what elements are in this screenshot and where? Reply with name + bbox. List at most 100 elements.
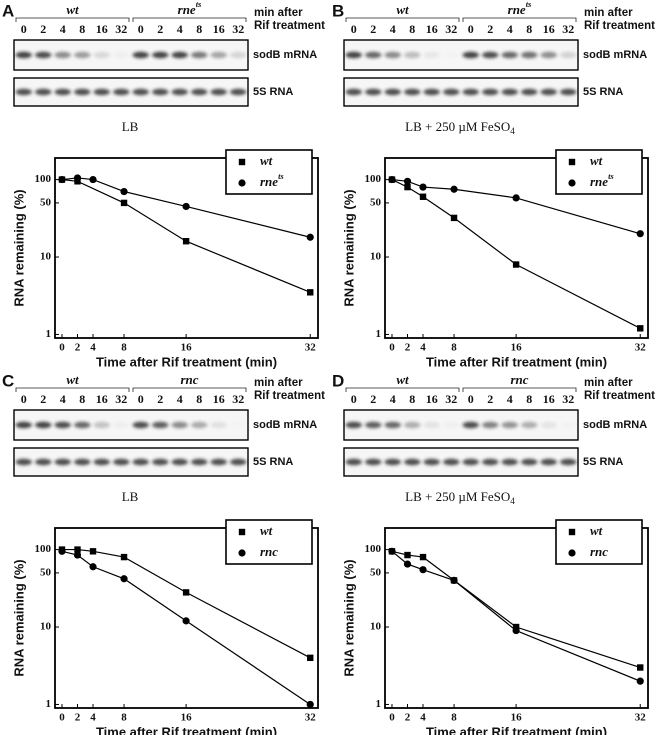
marker <box>512 261 520 268</box>
marker <box>512 626 520 635</box>
y-tick-label: 1 <box>46 328 52 340</box>
gel-band <box>230 51 247 59</box>
x-tick-label: 0 <box>59 342 65 354</box>
marker <box>637 664 644 671</box>
x-axis-label: Time after Rif treatment (min) <box>426 354 607 369</box>
gel-band <box>132 458 149 466</box>
marker <box>182 589 190 596</box>
y-tick-label: 50 <box>40 196 52 208</box>
gel-band <box>191 88 208 96</box>
legend-label-main: wt <box>260 153 273 168</box>
gel-row-label: sodB mRNA <box>253 49 317 61</box>
strain-bracket <box>132 387 247 392</box>
gel-band <box>423 51 440 59</box>
gel-band <box>443 52 459 58</box>
marker <box>636 677 644 685</box>
gel-image <box>343 447 579 477</box>
gel-band <box>443 88 460 96</box>
x-tick-label: 2 <box>405 712 411 724</box>
x-tick-label: 0 <box>389 712 395 724</box>
marker <box>120 575 128 583</box>
x-tick-label: 2 <box>75 342 81 354</box>
lane-label: 0 <box>468 392 474 406</box>
legend-label-main: wt <box>590 153 603 168</box>
marker <box>637 325 644 332</box>
gel-band <box>54 458 71 466</box>
x-tick-label: 32 <box>635 342 647 354</box>
lane-label: 16 <box>213 392 225 406</box>
gel-band <box>191 51 208 59</box>
gel-band <box>521 458 538 466</box>
condition-label-sub: 4 <box>510 496 515 506</box>
gel-band <box>35 458 52 466</box>
y-tick-label: 1 <box>376 328 382 340</box>
y-axis-label: RNA remaining (%) <box>11 559 26 676</box>
gel-band <box>152 51 169 59</box>
gel-band <box>365 421 382 429</box>
marker <box>58 175 66 184</box>
x-tick-label: 4 <box>90 342 96 354</box>
marker <box>73 174 82 182</box>
gel-band <box>191 458 208 466</box>
lane-label: 8 <box>79 22 85 36</box>
gel-band <box>230 88 247 96</box>
gel-note: min after <box>254 377 303 389</box>
gel-band <box>74 51 91 59</box>
marker <box>58 547 66 555</box>
gel-image <box>13 39 249 71</box>
series-line <box>391 550 641 669</box>
legend-label-main: wt <box>260 523 273 538</box>
legend-label-sup: ts <box>278 171 284 181</box>
gel-band <box>93 88 110 96</box>
y-tick-label: 100 <box>35 173 52 185</box>
gel-row-label: sodB mRNA <box>583 419 647 431</box>
marker <box>403 177 412 185</box>
gel-band <box>365 88 382 96</box>
lane-label: 2 <box>487 392 493 406</box>
strain-label-main: wt <box>66 372 79 387</box>
lane-label: 32 <box>115 392 127 406</box>
lane-label: 16 <box>426 22 438 36</box>
gel-band <box>210 88 227 96</box>
x-tick-label: 32 <box>305 712 317 724</box>
panel-label: C <box>2 371 14 390</box>
gel-band <box>423 458 440 466</box>
lane-label: 2 <box>40 392 46 406</box>
gel-band <box>501 51 518 59</box>
marker <box>182 202 190 211</box>
gel-band <box>384 421 401 429</box>
gel-band <box>210 458 227 466</box>
legend-label: rnets <box>590 171 614 189</box>
lane-label: 0 <box>138 392 144 406</box>
series-line <box>61 178 311 293</box>
lane-label: 2 <box>157 22 163 36</box>
marker <box>182 617 190 625</box>
strain-label-sup: ts <box>526 0 532 9</box>
marker <box>238 528 246 536</box>
gel-band <box>54 88 71 96</box>
marker <box>419 553 427 561</box>
gel-band <box>384 88 401 96</box>
lane-label: 16 <box>96 22 108 36</box>
marker <box>636 230 644 238</box>
gel-row-label: 5S RNA <box>583 86 623 98</box>
gel-row-label: 5S RNA <box>583 456 623 468</box>
gel-band <box>501 458 518 466</box>
gel-band <box>521 421 538 429</box>
marker <box>404 183 411 191</box>
marker <box>307 289 314 296</box>
lane-label: 2 <box>157 392 163 406</box>
x-tick-label: 4 <box>420 712 426 724</box>
legend-label: wt <box>590 153 603 168</box>
legend-box <box>555 149 643 195</box>
marker <box>388 175 396 184</box>
gel-band <box>560 88 577 96</box>
panel-label: B <box>332 1 344 20</box>
y-axis-label: RNA remaining (%) <box>11 189 26 306</box>
lane-label: 32 <box>562 392 574 406</box>
legend-label-main: rnc <box>260 544 278 559</box>
lane-label: 4 <box>60 22 66 36</box>
lane-label: 2 <box>370 392 376 406</box>
y-tick-label: 50 <box>40 566 52 578</box>
